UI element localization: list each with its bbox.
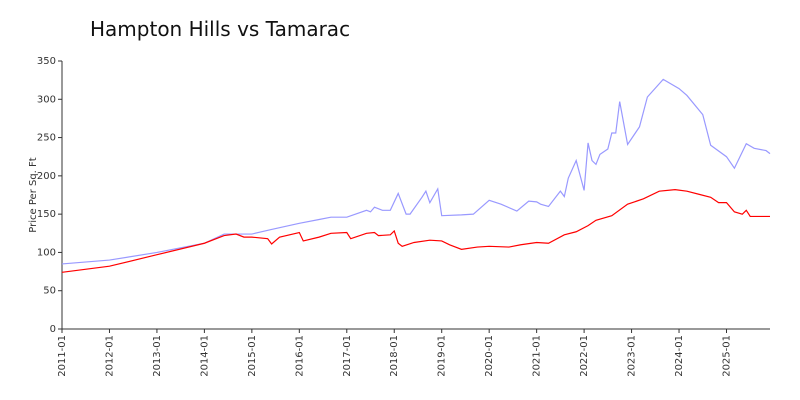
x-tick-label: 2011-01 xyxy=(57,335,68,377)
chart-title: Hampton Hills vs Tamarac xyxy=(90,17,350,41)
y-tick-label: 300 xyxy=(37,94,56,105)
y-tick-label: 150 xyxy=(37,209,56,220)
x-tick-label: 2019-01 xyxy=(437,335,448,377)
y-tick-label: 0 xyxy=(50,324,56,335)
series-line xyxy=(61,78,771,265)
x-tick-label: 2015-01 xyxy=(247,335,258,377)
x-tick-label: 2013-01 xyxy=(152,335,163,377)
y-tick-label: 50 xyxy=(43,286,56,297)
x-tick-label: 2014-01 xyxy=(199,335,210,377)
y-axis-label: Price Per Sq. Ft xyxy=(28,157,39,232)
x-tick-label: 2021-01 xyxy=(532,335,543,377)
y-tick-label: 250 xyxy=(37,133,56,144)
series-line xyxy=(61,189,770,273)
x-tick-label: 2022-01 xyxy=(579,335,590,377)
x-tick-label: 2016-01 xyxy=(294,335,305,377)
x-tick-label: 2024-01 xyxy=(674,335,685,377)
x-tick-label: 2023-01 xyxy=(627,335,638,377)
y-tick-label: 200 xyxy=(37,171,56,182)
x-tick-label: 2017-01 xyxy=(342,335,353,377)
x-tick-label: 2025-01 xyxy=(721,335,732,377)
x-tick-label: 2018-01 xyxy=(389,335,400,377)
y-tick-label: 350 xyxy=(37,56,56,67)
x-tick-label: 2012-01 xyxy=(104,335,115,377)
x-tick-label: 2020-01 xyxy=(484,335,495,377)
y-tick-label: 100 xyxy=(37,247,56,258)
